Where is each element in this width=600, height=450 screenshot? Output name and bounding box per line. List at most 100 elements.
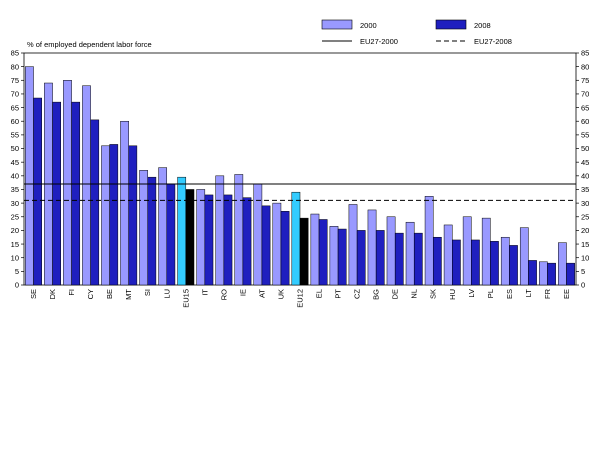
x-tick-label: FI <box>67 289 76 296</box>
x-tick-label: DK <box>48 289 57 299</box>
legend-label-2000: 2000 <box>360 21 377 30</box>
x-tick-label: SE <box>29 289 38 299</box>
x-tick-label: UK <box>276 289 285 299</box>
bar-2000-fi <box>63 80 72 286</box>
bar-2000-uk <box>272 202 282 286</box>
bar-2008-sk <box>432 236 442 286</box>
y-tick-label-right: 30 <box>581 199 589 208</box>
bar-2008-at <box>261 205 271 286</box>
x-tick-label: LT <box>524 289 533 298</box>
y-tick-label-right: 20 <box>581 226 589 235</box>
y-tick-label-right: 35 <box>581 185 589 194</box>
x-tick-label: SK <box>429 289 438 299</box>
y-tick-label-left: 85 <box>11 49 19 58</box>
y-tick-label-left: 80 <box>11 62 19 71</box>
bar-2008-cz <box>356 230 366 286</box>
bar-2000-eu12 <box>291 191 301 286</box>
bar-2008-mt <box>128 145 138 286</box>
bar-2008-uk <box>280 211 290 286</box>
y-tick-label-left: 5 <box>15 267 19 276</box>
y-tick-label-left: 30 <box>11 199 19 208</box>
bar-2008-it <box>204 194 214 286</box>
bar-2000-cz <box>348 204 358 286</box>
bar-2008-el <box>318 219 328 286</box>
bar-2008-se <box>33 97 42 286</box>
bar-2008-pt <box>337 228 347 286</box>
bar-2008-dk <box>52 101 62 286</box>
y-tick-label-left: 10 <box>11 253 19 262</box>
bar-2008-lu <box>166 183 176 286</box>
bar-2000-sk <box>424 196 434 286</box>
x-tick-label: EE <box>562 289 571 299</box>
bar-2008-nl <box>413 232 423 286</box>
x-tick-label: CY <box>86 289 95 299</box>
y-tick-label-right: 50 <box>581 144 589 153</box>
bar-2008-de <box>394 232 404 286</box>
y-tick-label-right: 80 <box>581 62 589 71</box>
x-tick-label: SI <box>143 289 152 296</box>
legend: 2000 2008 EU27-2000 EU27-2008 <box>321 19 512 46</box>
y-tick-label-left: 75 <box>11 76 19 85</box>
legend-label-eu27-2008: EU27-2008 <box>474 37 512 46</box>
bar-2008-lt <box>528 260 537 286</box>
x-tick-label: DE <box>391 289 400 299</box>
bar-2000-pl <box>481 217 491 286</box>
bar-2000-lv <box>462 216 472 286</box>
bar-2008-ro <box>223 194 233 286</box>
bar-2000-be <box>101 145 110 286</box>
x-tick-label: FR <box>543 288 552 299</box>
bar-2008-fi <box>71 101 81 286</box>
x-tick-label: BG <box>372 289 381 300</box>
bar-2000-lt <box>519 227 529 286</box>
x-tick-label: IT <box>200 289 209 296</box>
y-tick-label-left: 25 <box>11 212 19 221</box>
bar-2008-lv <box>471 239 480 286</box>
bar-2008-fr <box>547 262 556 286</box>
x-tick-label: MT <box>124 289 133 300</box>
y-tick-label-right: 55 <box>581 131 589 140</box>
bar-2000-mt <box>120 120 129 286</box>
bar-2000-se <box>25 66 34 286</box>
bar-2000-ie <box>234 174 244 286</box>
y-tick-label-right: 10 <box>581 253 589 262</box>
x-tick-label: EL <box>315 289 324 298</box>
bar-2008-be <box>109 144 119 286</box>
y-tick-label-left: 70 <box>11 90 19 99</box>
y-tick-label-right: 65 <box>581 103 589 112</box>
y-tick-label-left: 50 <box>11 144 19 153</box>
y-tick-label-left: 35 <box>11 185 19 194</box>
legend-swatch-2008 <box>435 19 467 30</box>
bar-2000-bg <box>367 209 377 286</box>
bar-2000-lu <box>158 167 168 286</box>
bar-2008-eu15 <box>185 189 195 286</box>
x-tick-label: ES <box>505 289 514 299</box>
x-tick-label: BE <box>105 289 114 299</box>
y-tick-label-right: 45 <box>581 158 589 167</box>
bar-2000-si <box>139 170 148 286</box>
bar-2000-pt <box>329 226 339 286</box>
x-tick-label: EU12 <box>296 289 305 308</box>
x-tick-label: CZ <box>353 289 362 299</box>
bar-2000-de <box>386 216 396 286</box>
y-tick-label-left: 15 <box>11 240 19 249</box>
x-tick-label: HU <box>448 289 457 300</box>
y-tick-label-left: 0 <box>15 281 19 290</box>
bar-2000-cy <box>82 85 91 286</box>
bar-2000-fr <box>538 261 548 286</box>
y-tick-label-left: 55 <box>11 131 19 140</box>
y-axis-label: % of employed dependent labor force <box>27 40 152 49</box>
legend-swatch-2000 <box>321 19 353 30</box>
bar-2008-eu12 <box>299 217 309 286</box>
x-tick-label: LV <box>467 289 476 298</box>
bar-2000-it <box>196 189 206 286</box>
y-tick-label-left: 45 <box>11 158 19 167</box>
x-tick-label: EU15 <box>181 289 190 308</box>
y-tick-label-left: 40 <box>11 172 19 181</box>
bar-2000-ro <box>215 175 225 286</box>
y-tick-label-right: 70 <box>581 90 589 99</box>
y-tick-label-right: 0 <box>581 281 585 290</box>
x-tick-label: LU <box>162 289 171 299</box>
bar-2008-hu <box>452 239 461 286</box>
